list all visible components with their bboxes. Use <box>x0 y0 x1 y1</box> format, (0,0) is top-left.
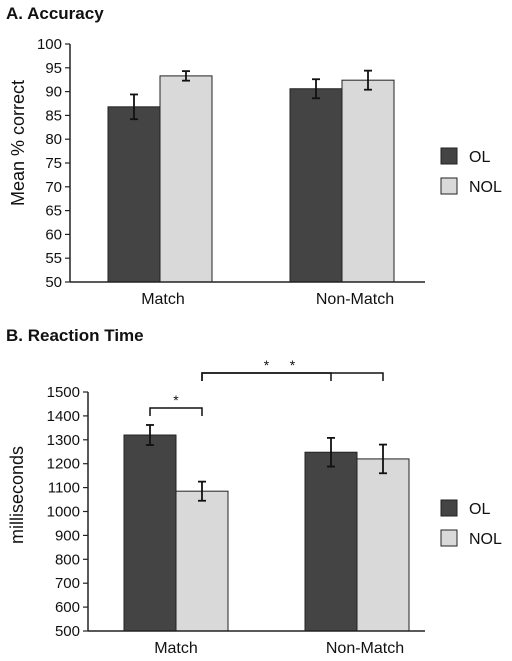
panel-a-y-tick-label: 85 <box>45 107 62 124</box>
panel-b-bar-nol-match <box>175 490 229 632</box>
panel-b-significance-star: * <box>173 392 179 408</box>
panel-a-y-tick-label: 70 <box>45 179 62 196</box>
panel-b-significance-star: * <box>264 357 270 373</box>
panel-a-legend: OL NOL <box>440 147 502 196</box>
panel-b-y-tick-label: 1400 <box>47 408 80 425</box>
panel-b-legend-swatch-nol <box>440 529 458 547</box>
panel-b-axes <box>87 392 425 632</box>
panel-b-significance-star: * <box>290 357 296 373</box>
panel-b-legend-swatch-ol <box>440 499 458 517</box>
panel-b-y-tick-label: 700 <box>55 575 80 592</box>
panel-a-legend-label-ol: OL <box>469 149 490 166</box>
panel-reaction-time: B. Reaction Time milliseconds 500 600 700 8… <box>6 326 502 657</box>
panel-b-bar-ol-non-match <box>304 451 358 632</box>
panel-a-y-tick-label: 60 <box>45 226 62 243</box>
panel-b-category-non-match: Non-Match <box>326 640 404 657</box>
panel-a-y-tick-label: 65 <box>45 203 62 220</box>
panel-a-category-non-match: Non-Match <box>316 291 394 308</box>
panel-b-y-tick-label: 1300 <box>47 432 80 449</box>
panel-b-y-tick-label: 1100 <box>48 480 80 497</box>
panel-b-y-tick-label: 600 <box>55 599 80 616</box>
panel-b-y-ticks: 500 600 700 800 900 1000 1100 1200 1300 1400 1500 <box>47 384 88 640</box>
panel-a-y-tick-label: 95 <box>45 60 62 77</box>
panel-a-bar-nol-non-match <box>341 79 395 283</box>
panel-b-y-tick-label: 900 <box>55 527 80 544</box>
panel-a-y-axis-title: Mean % correct <box>8 80 28 206</box>
panel-b-significance-bracket <box>149 407 203 416</box>
panel-b-y-tick-label: 1500 <box>47 384 80 401</box>
panel-b-legend-label-nol: NOL <box>469 531 502 548</box>
panel-b-y-tick-label: 1000 <box>47 504 80 521</box>
panel-a-title: A. Accuracy <box>6 4 104 23</box>
panel-b-y-tick-label: 800 <box>55 551 80 568</box>
panel-b-legend: OL NOL <box>440 499 502 548</box>
panel-b-category-match: Match <box>154 640 198 657</box>
panel-b-significance-bracket <box>201 372 384 381</box>
panel-a-bar-ol-non-match <box>289 88 343 283</box>
panel-a-legend-swatch-ol <box>440 147 458 165</box>
panel-a-axes <box>69 44 425 283</box>
panel-b-legend-label-ol: OL <box>469 501 490 518</box>
panel-a-y-tick-label: 50 <box>45 274 62 291</box>
panel-a-bars <box>107 69 395 283</box>
panel-a-y-tick-label: 80 <box>45 131 62 148</box>
panel-a-y-ticks: 50 55 60 65 70 75 80 85 90 95 100 <box>37 36 70 291</box>
panel-a-bar-ol-match <box>107 106 161 283</box>
panel-b-significance-bracket <box>201 372 332 381</box>
panel-a-y-tick-label: 55 <box>45 250 62 267</box>
panel-a-bar-nol-match <box>159 75 213 283</box>
panel-b-bars <box>123 424 410 632</box>
panel-a-y-tick-label: 90 <box>45 84 62 101</box>
panel-a-y-tick-label: 75 <box>45 155 62 172</box>
panel-b-significance: * * * <box>149 357 384 416</box>
panel-b-title: B. Reaction Time <box>6 326 144 345</box>
panel-b-bar-ol-match <box>123 434 177 632</box>
panel-accuracy: A. Accuracy Mean % correct 50 55 60 65 70 75 8… <box>6 4 502 308</box>
panel-a-y-tick-label: 100 <box>37 36 62 53</box>
panel-b-y-axis-title: milliseconds <box>7 446 27 544</box>
panel-b-y-tick-label: 1200 <box>47 456 80 473</box>
panel-b-y-tick-label: 500 <box>55 623 80 640</box>
panel-a-legend-label-nol: NOL <box>469 179 502 196</box>
panel-a-legend-swatch-nol <box>440 177 458 195</box>
panel-b-bar-nol-non-match <box>356 458 410 632</box>
panel-a-category-match: Match <box>141 291 185 308</box>
